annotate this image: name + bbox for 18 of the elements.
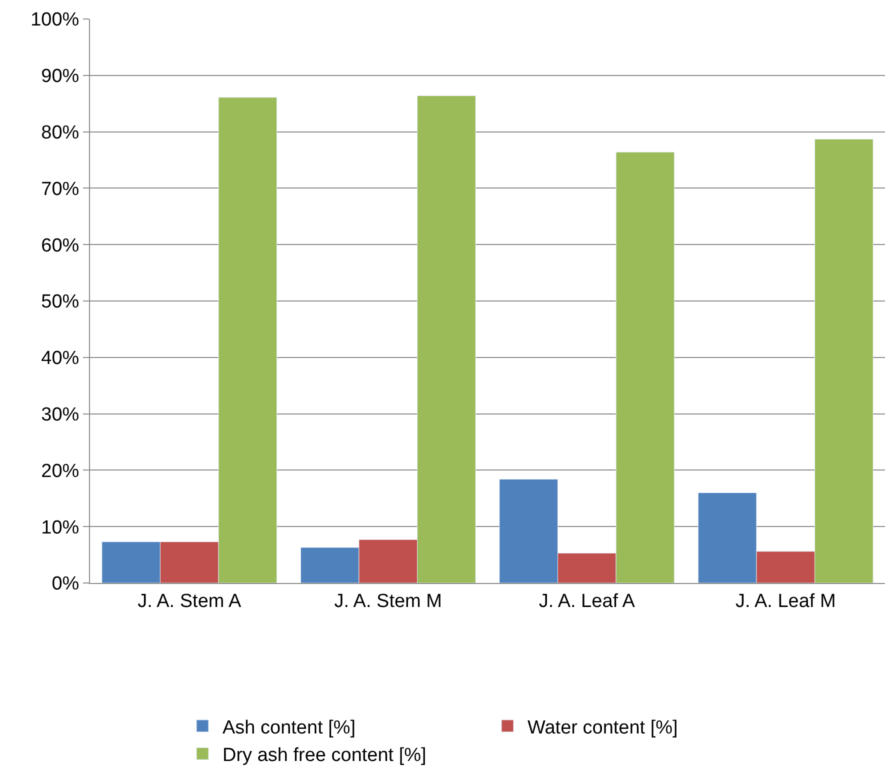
legend-label: Ash content [%] [222, 717, 356, 738]
y-tick-label: 30% [41, 404, 80, 426]
legend-label: Dry ash free content [%] [222, 745, 426, 766]
y-tick-label: 50% [41, 292, 80, 313]
x-tick-label: J. A. Stem M [334, 590, 442, 612]
y-tick-label: 20% [41, 460, 80, 482]
x-tick-label: J. A. Leaf A [538, 590, 636, 612]
y-tick-label: 10% [41, 517, 80, 538]
y-tick-label: 90% [41, 66, 80, 88]
y-tick-label: 100% [30, 10, 80, 31]
y-tick-label: 40% [41, 348, 80, 370]
y-tick-label: 60% [41, 235, 80, 256]
y-tick-label: 70% [41, 178, 80, 200]
y-tick-label: 0% [52, 574, 80, 595]
x-tick-label: J. A. Stem A [138, 590, 242, 612]
x-tick-label: J. A. Leaf M [735, 590, 836, 612]
y-tick-label: 80% [41, 122, 80, 144]
legend-label: Water content [%] [528, 717, 678, 738]
